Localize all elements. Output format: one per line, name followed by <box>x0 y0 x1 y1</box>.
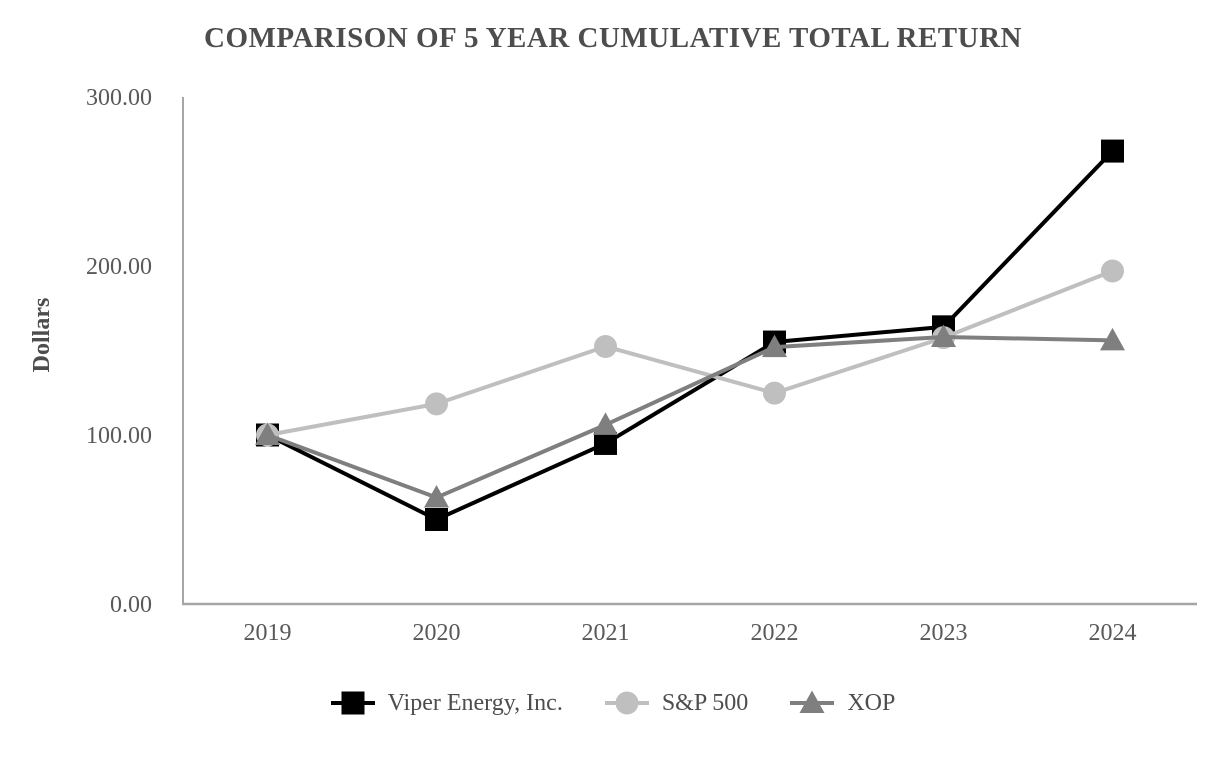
x-tick-label: 2023 <box>920 620 968 646</box>
data-point-xop-2020 <box>424 485 449 508</box>
series-viper-energy-inc <box>256 139 1124 531</box>
chart-legend: Viper Energy, Inc. S&P 500 XOP <box>0 679 1226 727</box>
y-tick-label: 200.00 <box>86 254 152 280</box>
x-tick-label: 2020 <box>413 620 461 646</box>
legend-item-3: XOP <box>790 689 895 717</box>
data-point-s-p-500-2022 <box>763 381 786 405</box>
data-point-s-p-500-2024 <box>1101 259 1124 283</box>
data-point-xop-2021 <box>593 412 618 435</box>
data-point-viper-energy-inc-2020 <box>425 508 448 531</box>
y-tick-label: 300.00 <box>86 85 152 111</box>
data-point-xop-2024 <box>1100 327 1125 351</box>
square-legend-marker-icon <box>330 691 375 715</box>
data-point-xop-2023 <box>931 324 956 347</box>
circle-legend-marker-icon <box>604 691 649 715</box>
legend-label: S&P 500 <box>661 689 749 716</box>
data-point-s-p-500-2021 <box>594 334 617 358</box>
series-line-s-p-500 <box>267 269 1114 437</box>
x-tick-label: 2022 <box>751 620 799 646</box>
legend-item-2: S&P 500 <box>604 689 749 717</box>
data-point-xop-2019 <box>255 422 280 445</box>
legend-marker-shape <box>799 690 825 713</box>
y-tick-label: 0.00 <box>110 592 152 618</box>
data-point-s-p-500-2020 <box>425 392 448 416</box>
series-line-xop <box>266 334 1113 500</box>
legend-item-1: Viper Energy, Inc. <box>330 689 563 717</box>
data-point-viper-energy-inc-2021 <box>594 431 617 455</box>
triangle-legend-marker-icon <box>790 690 835 713</box>
x-tick-label: 2019 <box>244 620 292 646</box>
series-xop <box>255 324 1125 508</box>
series-s-p-500 <box>256 259 1124 447</box>
legend-label: Viper Energy, Inc. <box>387 689 563 716</box>
data-point-xop-2022 <box>762 334 787 358</box>
legend-label: XOP <box>847 689 896 716</box>
y-axis-title: Dollars <box>29 298 55 373</box>
chart-title: COMPARISON OF 5 YEAR CUMULATIVE TOTAL RE… <box>204 22 1022 54</box>
x-tick-label: 2024 <box>1089 620 1137 646</box>
data-point-viper-energy-inc-2024 <box>1101 139 1124 163</box>
legend-marker-shape <box>341 691 365 715</box>
y-tick-label: 100.00 <box>86 423 152 449</box>
series-line-viper-energy-inc <box>266 149 1114 522</box>
legend-marker-shape <box>615 691 639 715</box>
x-tick-label: 2021 <box>582 620 630 646</box>
